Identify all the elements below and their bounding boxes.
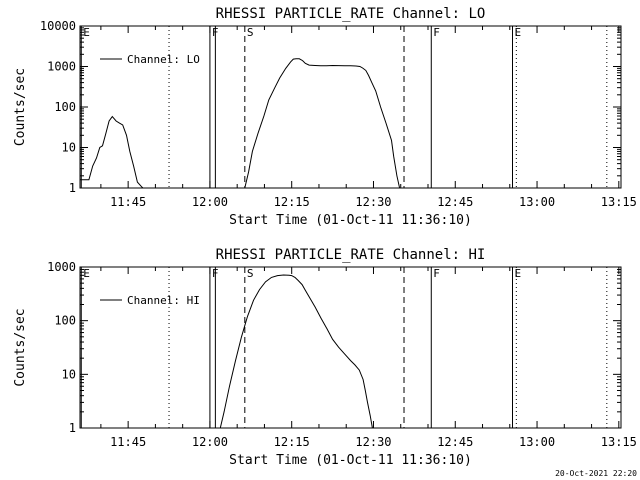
x-tick-label: 12:45	[437, 195, 473, 209]
x-tick-label: 13:15	[601, 195, 637, 209]
footer-timestamp: 20-Oct-2021 22:20	[555, 469, 637, 478]
y-tick-label: 100	[54, 100, 76, 114]
y-tick-label: 1000	[47, 60, 76, 74]
event-marker-label: F	[433, 26, 440, 39]
y-tick-label: 1	[69, 181, 76, 195]
y-axis-label: Counts/sec	[13, 308, 28, 386]
y-tick-label: 10000	[40, 19, 76, 33]
series-line	[244, 58, 401, 189]
event-marker-label: F	[433, 267, 440, 280]
plot-frame	[79, 25, 622, 189]
event-marker-label: E	[83, 267, 90, 280]
y-tick-label: 1	[69, 421, 76, 435]
y-tick-label: 10	[62, 367, 76, 381]
x-tick-label: 13:00	[519, 435, 555, 449]
x-axis-label: Start Time (01-Oct-11 11:36:10)	[229, 213, 472, 228]
event-marker-label: E	[515, 26, 522, 39]
x-axis-label: Start Time (01-Oct-11 11:36:10)	[229, 453, 472, 468]
y-tick-label: 1000	[47, 260, 76, 274]
series-line	[80, 115, 144, 189]
chart-title: RHESSI PARTICLE_RATE Channel: HI	[216, 247, 486, 263]
event-marker-label: S	[247, 267, 254, 280]
x-tick-label: 12:45	[437, 435, 473, 449]
x-tick-label: 12:00	[192, 195, 228, 209]
y-axis-label: Counts/sec	[13, 68, 28, 146]
y-tick-label: 10	[62, 141, 76, 155]
legend-label: Channel: LO	[127, 53, 200, 66]
hi-channel-panel: RHESSI PARTICLE_RATE Channel: HI Counts/s…	[13, 247, 637, 468]
plot-frame	[79, 266, 622, 429]
x-tick-label: 11:45	[110, 435, 146, 449]
x-tick-label: 11:45	[110, 195, 146, 209]
y-tick-label: 100	[54, 314, 76, 328]
lo-channel-panel: RHESSI PARTICLE_RATE Channel: LO Counts/s…	[13, 6, 637, 228]
x-tick-label: 13:00	[519, 195, 555, 209]
x-tick-label: 12:15	[274, 435, 310, 449]
chart-title: RHESSI PARTICLE_RATE Channel: LO	[216, 6, 486, 22]
series-line	[219, 274, 373, 429]
x-tick-label: 12:30	[355, 195, 391, 209]
event-marker-label: E	[83, 26, 90, 39]
x-tick-label: 12:00	[192, 435, 228, 449]
x-tick-label: 13:15	[601, 435, 637, 449]
event-marker-label: S	[247, 26, 254, 39]
x-tick-label: 12:30	[355, 435, 391, 449]
x-tick-label: 12:15	[274, 195, 310, 209]
event-marker-label: E	[515, 267, 522, 280]
legend-label: Channel: HI	[127, 294, 200, 307]
